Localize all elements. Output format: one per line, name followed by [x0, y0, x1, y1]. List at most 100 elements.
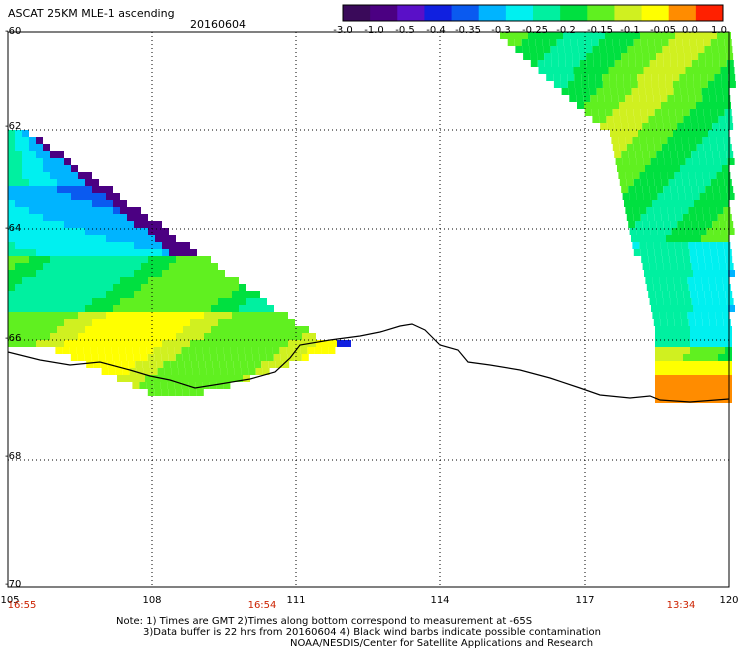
wind-cell — [586, 53, 594, 60]
wind-cell — [529, 46, 537, 53]
wind-cell — [586, 60, 594, 67]
wind-cell — [682, 32, 689, 39]
wind-cell — [64, 165, 71, 172]
wind-cell — [243, 375, 250, 382]
colorbar-segment — [505, 5, 534, 21]
wind-cell — [664, 158, 672, 165]
wind-cell — [635, 123, 643, 130]
wind-cell — [655, 326, 662, 333]
wind-cell — [216, 382, 224, 389]
wind-cell — [700, 305, 707, 312]
wind-cell — [667, 137, 675, 144]
wind-cell — [127, 291, 134, 298]
wind-cell — [672, 305, 679, 312]
wind-cell — [78, 228, 85, 235]
wind-cell — [211, 284, 218, 291]
wind-cell — [657, 228, 665, 235]
wind-cell — [570, 39, 578, 46]
wind-cell — [617, 130, 624, 137]
wind-cell — [696, 102, 703, 109]
wind-cell — [15, 249, 22, 256]
wind-cell — [663, 123, 671, 130]
wind-cell — [605, 39, 613, 46]
wind-cell — [717, 249, 725, 256]
wind-cell — [662, 389, 669, 396]
wind-cell — [92, 326, 99, 333]
wind-cell — [728, 305, 735, 312]
wind-cell — [36, 165, 43, 172]
wind-cell — [707, 305, 714, 312]
wind-cell — [648, 256, 656, 263]
wind-cell — [71, 263, 78, 270]
wind-cell — [692, 193, 700, 200]
wind-cell — [701, 88, 709, 95]
wind-cell — [141, 340, 148, 347]
wind-cell — [92, 221, 99, 228]
wind-cell — [22, 158, 29, 165]
wind-cell — [29, 284, 36, 291]
wind-cell — [8, 200, 15, 207]
wind-cell — [99, 207, 106, 214]
wind-cell — [607, 53, 615, 60]
wind-cell — [661, 179, 669, 186]
wind-cell — [633, 32, 640, 39]
wind-cell — [607, 123, 615, 130]
wind-cell — [718, 382, 725, 389]
wind-cell — [85, 319, 92, 326]
wind-cell — [654, 249, 662, 256]
wind-cell — [605, 109, 613, 116]
wind-cell — [85, 172, 92, 179]
wind-cell — [563, 39, 571, 46]
wind-cell — [183, 333, 190, 340]
wind-cell — [696, 39, 704, 46]
wind-cell — [211, 326, 218, 333]
wind-cell — [146, 347, 154, 354]
wind-cell — [218, 291, 225, 298]
wind-cell — [693, 305, 700, 312]
wind-cell — [727, 228, 735, 235]
wind-cell — [619, 179, 627, 186]
wind-cell — [690, 333, 697, 340]
wind-cell — [712, 123, 720, 130]
wind-cell — [683, 340, 690, 347]
wind-cell — [538, 67, 546, 74]
wind-cell — [663, 60, 671, 67]
wind-cell — [71, 235, 78, 242]
wind-cell — [22, 193, 29, 200]
wind-cell — [608, 67, 616, 74]
wind-cell — [22, 312, 29, 319]
wind-cell — [662, 291, 670, 298]
wind-cell — [706, 193, 714, 200]
wind-cell — [124, 375, 131, 382]
wind-cell — [187, 375, 194, 382]
wind-cell — [663, 53, 671, 60]
wind-cell — [722, 277, 730, 284]
wind-cell — [64, 207, 71, 214]
wind-cell — [29, 249, 36, 256]
wind-cell — [8, 221, 15, 228]
wind-cell — [29, 312, 36, 319]
wind-cell — [610, 88, 618, 95]
wind-cell — [231, 354, 239, 361]
wind-cell — [605, 32, 612, 39]
colorbar-tick: -3.0 — [333, 25, 353, 36]
wind-cell — [550, 46, 558, 53]
wind-cell — [236, 375, 243, 382]
wind-cell — [50, 172, 57, 179]
wind-cell — [204, 277, 211, 284]
wind-cell — [220, 368, 228, 375]
wind-cell — [57, 319, 64, 326]
wind-cell — [246, 312, 253, 319]
wind-cell — [188, 347, 196, 354]
wind-cell — [155, 298, 162, 305]
wind-cell — [43, 284, 50, 291]
wind-cell — [106, 235, 113, 242]
wind-cell — [614, 123, 622, 130]
wind-cell — [239, 319, 246, 326]
wind-cell — [681, 319, 689, 326]
wind-cell — [662, 333, 669, 340]
wind-cell — [696, 179, 704, 186]
wind-cell — [650, 228, 658, 235]
wind-cell — [635, 186, 643, 193]
wind-cell — [288, 319, 295, 326]
